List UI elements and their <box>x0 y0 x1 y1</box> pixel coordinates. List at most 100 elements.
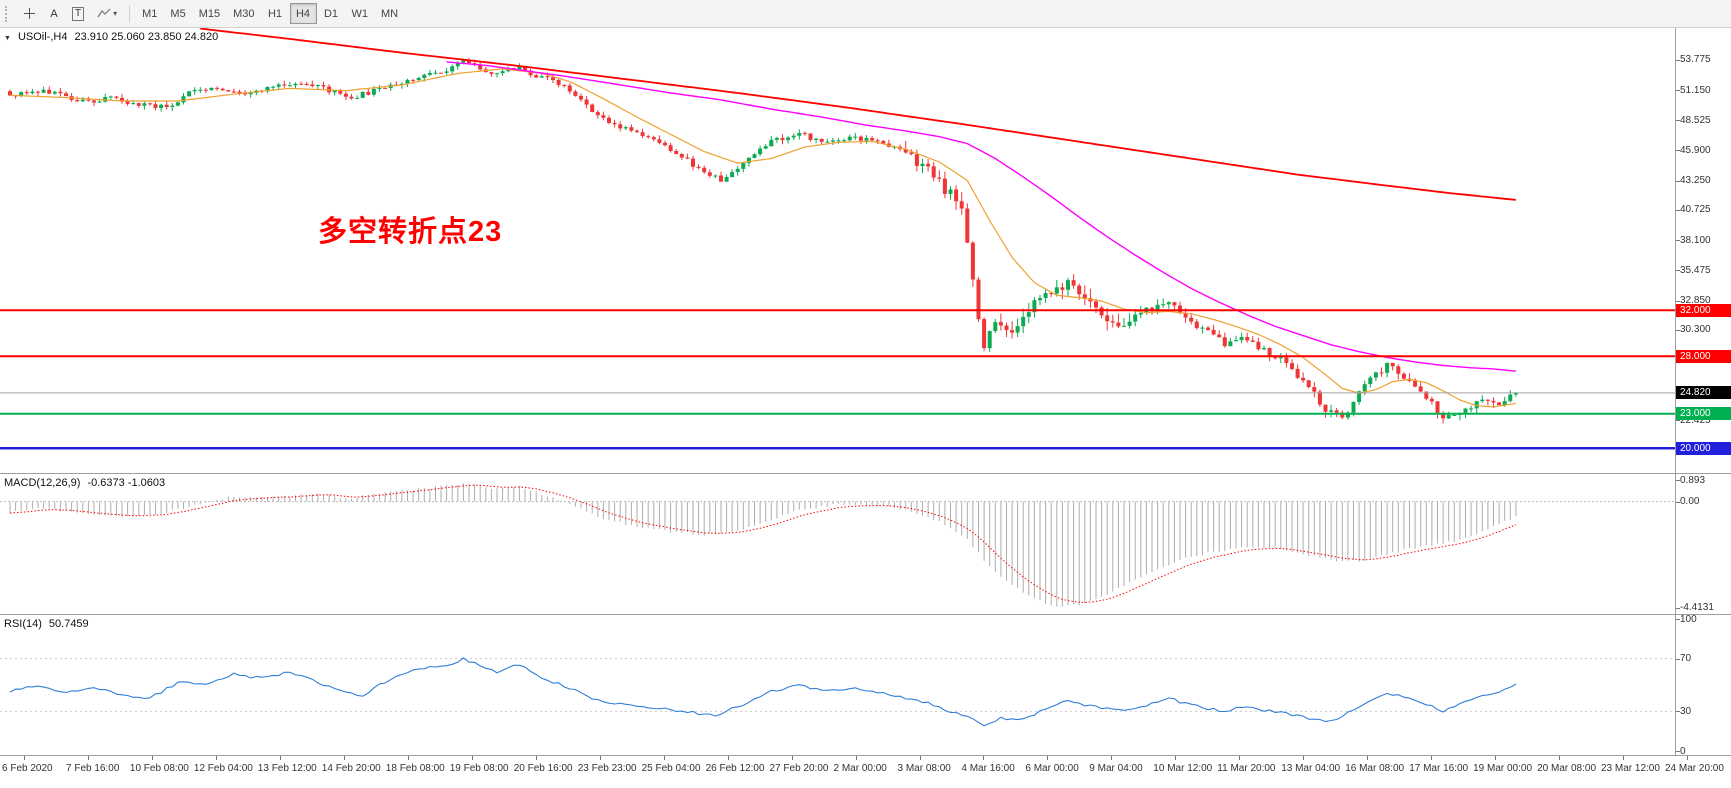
ma-medium-magenta-line <box>446 61 1516 372</box>
time-axis-tick <box>1047 756 1049 760</box>
time-axis-label: 20 Feb 16:00 <box>513 763 573 774</box>
text-tool-button[interactable]: A <box>43 3 65 24</box>
rsi-title-bar: RSI(14) 50.7459 <box>4 618 89 630</box>
axis-scale-label: 43.250 <box>1680 175 1711 187</box>
axis-scale-label: -4.4131 <box>1680 602 1714 614</box>
rsi-axis[interactable]: 100 70 30 0 <box>1675 615 1731 755</box>
macd-axis[interactable]: 0.893 0.00 -4.4131 <box>1675 474 1731 614</box>
polyline-icon <box>97 8 111 18</box>
time-axis-label: 3 Mar 08:00 <box>897 763 951 774</box>
time-axis-label: 19 Feb 08:00 <box>449 763 509 774</box>
crosshair-tool-button[interactable] <box>17 3 42 24</box>
axis-tick-mark <box>1676 607 1680 609</box>
time-axis-tick <box>151 756 153 760</box>
axis-tick-mark <box>1676 711 1680 713</box>
timeframe-h4-button[interactable]: H4 <box>289 3 317 24</box>
axis-scale-label: 35.475 <box>1680 264 1711 276</box>
price-axis[interactable]: 53.775 51.150 48.525 45.900 43.250 40.725 38.1… <box>1675 28 1731 473</box>
axis-tick-mark <box>1676 619 1680 620</box>
axis-tick-mark <box>1676 270 1680 272</box>
rsi-plot[interactable]: RSI(14) 50.7459 <box>0 615 1675 755</box>
time-axis-tick <box>1367 756 1369 760</box>
axis-scale-label: 70 <box>1680 653 1692 665</box>
timeframe-m1-button[interactable]: M1 <box>136 3 163 24</box>
macd-signal-line <box>9 484 1517 604</box>
time-axis-label: 19 Mar 00:00 <box>1473 763 1533 774</box>
drawing-tools-button[interactable]: ▾ <box>91 3 123 24</box>
time-axis-tick <box>1431 756 1433 760</box>
time-axis-label: 13 Mar 04:00 <box>1281 763 1341 774</box>
macd-histogram <box>9 483 1517 607</box>
time-axis-label: 10 Mar 12:00 <box>1153 763 1213 774</box>
axis-tick-mark <box>1676 120 1680 122</box>
time-axis-tick <box>1175 756 1177 760</box>
axis-scale-label: 53.775 <box>1680 54 1711 66</box>
timeframe-m30-button[interactable]: M30 <box>227 3 260 24</box>
axis-tick-mark <box>1676 420 1680 422</box>
timeframe-m15-button[interactable]: M15 <box>193 3 226 24</box>
time-axis-tick <box>88 756 89 760</box>
time-axis-label: 23 Feb 23:00 <box>577 763 637 774</box>
time-axis[interactable]: 6 Feb 2020 7 Feb 16:00 10 Feb 08:00 12 Feb … <box>0 756 1731 788</box>
time-axis-tick <box>1303 756 1305 760</box>
time-axis-tick <box>1111 756 1113 760</box>
symbol-dropdown-icon[interactable]: ▼ <box>4 35 11 42</box>
time-axis-tick <box>24 756 25 760</box>
axis-tick-mark <box>1676 751 1680 752</box>
axis-scale-label: 30 <box>1680 705 1692 717</box>
axis-scale-label: 32.850 <box>1680 295 1711 307</box>
axis-scale-label: 51.150 <box>1680 84 1711 96</box>
time-axis-label: 7 Feb 16:00 <box>66 763 120 774</box>
chart-annotation-text[interactable]: 多空转折点23 <box>318 216 503 248</box>
time-axis-label: 16 Mar 08:00 <box>1345 763 1405 774</box>
rsi-indicator-value: 50.7459 <box>48 618 89 630</box>
time-axis-label: 18 Feb 08:00 <box>385 763 445 774</box>
timeframe-mn-button[interactable]: MN <box>375 3 404 24</box>
time-axis-tick <box>279 756 281 760</box>
text-label-tool-button[interactable]: T <box>66 3 90 24</box>
timeframe-h1-button[interactable]: H1 <box>262 3 289 24</box>
timeframe-m5-button[interactable]: M5 <box>164 3 191 24</box>
toolbar-drag-handle[interactable] <box>5 5 11 22</box>
time-axis-tick <box>663 756 665 760</box>
chart-title-bar: ▼ USOil-,H4 23.910 25.060 23.850 24.820 <box>4 31 218 43</box>
price-chart-plot[interactable]: ▼ USOil-,H4 23.910 25.060 23.850 24.820 … <box>0 28 1675 473</box>
time-axis-tick <box>1687 756 1688 760</box>
timeframe-d1-button[interactable]: D1 <box>318 3 345 24</box>
axis-tick-mark <box>1676 90 1680 92</box>
time-axis-label: 26 Feb 12:00 <box>705 763 765 774</box>
rsi-chart <box>0 657 1675 727</box>
rsi-indicator-label: RSI(14) <box>4 618 42 630</box>
axis-scale-label: 30.300 <box>1680 324 1711 336</box>
time-axis-tick <box>727 756 729 760</box>
timeframe-w1-button[interactable]: W1 <box>346 3 375 24</box>
time-axis-label: 25 Feb 04:00 <box>641 763 701 774</box>
symbol-period-label: USOil-,H4 <box>17 31 68 43</box>
time-axis-label: 4 Mar 16:00 <box>961 763 1015 774</box>
time-axis-label: 14 Feb 20:00 <box>321 763 381 774</box>
axis-tick-mark <box>1676 209 1680 211</box>
crosshair-icon <box>24 8 35 19</box>
axis-tick-mark <box>1676 59 1680 61</box>
price-tag-20.000: 20.000 <box>1676 441 1731 455</box>
time-axis-tick <box>1239 756 1241 760</box>
text-label-tool-icon: T <box>72 6 85 21</box>
axis-tick-mark <box>1676 501 1680 503</box>
price-tag-23.000: 23.000 <box>1676 407 1731 421</box>
macd-indicator-label: MACD(12,26,9) <box>4 477 81 489</box>
time-axis-tick <box>599 756 601 760</box>
macd-plot[interactable]: MACD(12,26,9) -0.6373 -1.0603 <box>0 474 1675 614</box>
current-price-tag: 24.820 <box>1676 386 1731 400</box>
axis-tick-mark <box>1676 150 1680 152</box>
axis-scale-label: 38.100 <box>1680 234 1711 246</box>
price-tag-28.000: 28.000 <box>1676 349 1731 363</box>
time-axis-tick <box>855 756 857 760</box>
ma-slow-red-line <box>200 28 1516 201</box>
axis-scale-label: 22.425 <box>1680 414 1711 426</box>
time-axis-label: 10 Feb 08:00 <box>129 763 189 774</box>
candlestick-chart <box>0 28 1675 450</box>
time-axis-label: 11 Mar 20:00 <box>1217 763 1276 774</box>
time-axis-tick <box>535 756 537 760</box>
time-axis-label: 23 Mar 12:00 <box>1601 763 1660 774</box>
time-axis-tick <box>791 756 793 760</box>
